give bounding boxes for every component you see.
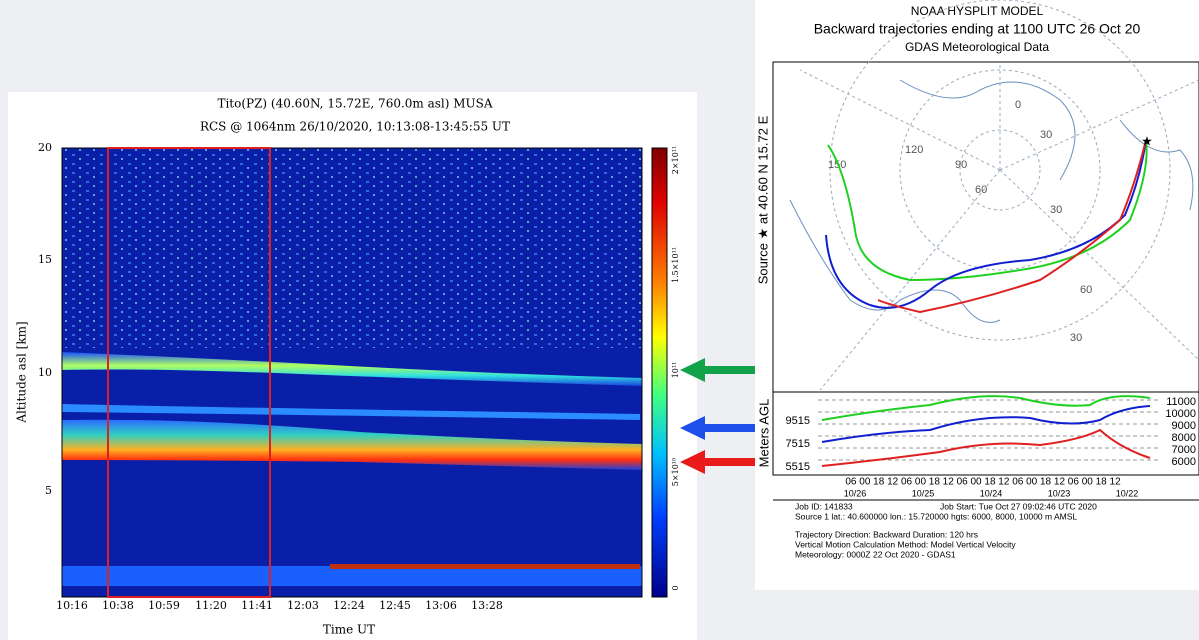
date-label: 10/24 [980, 488, 1003, 498]
y-tick-label: 15 [38, 253, 52, 266]
arrows [680, 358, 755, 474]
graticule [799, 0, 1199, 391]
x-tick-label: 13:28 [471, 599, 503, 612]
height-tick: 6000 [1172, 456, 1196, 468]
start-height: 5515 [786, 461, 810, 473]
height-tick: 7000 [1172, 444, 1196, 456]
map-label: 60 [1080, 284, 1092, 296]
height-tick: 11000 [1166, 396, 1196, 408]
noise [62, 148, 642, 348]
x-tick-label: 10:16 [56, 599, 88, 612]
hysplit-data-source: GDAS Meteorological Data [905, 40, 1049, 54]
panel-bg [755, 0, 1199, 590]
map-label: 90 [955, 159, 967, 171]
aerosol-layer [62, 404, 640, 420]
height-tick: 9000 [1172, 420, 1196, 432]
x-tick-label: 10:59 [148, 599, 180, 612]
x-tick-label: 12:45 [379, 599, 411, 612]
x-tick-label: 13:06 [425, 599, 457, 612]
start-height: 7515 [786, 438, 810, 450]
trajectory-6000m [877, 139, 1147, 314]
lidar-subtitle: RCS @ 1064nm 26/10/2020, 10:13:08-13:45:… [200, 120, 510, 134]
info-line: Vertical Motion Calculation Method: Mode… [795, 539, 1016, 549]
lidar-title: Tito(PZ) (40.60N, 15.72E, 760.0m asl) MU… [217, 97, 492, 111]
date-label: 10/23 [1048, 488, 1071, 498]
plot-frame [61, 147, 643, 598]
map-frame [772, 61, 1199, 476]
map-label: 30 [1040, 129, 1052, 141]
hysplit-title: NOAA HYSPLIT MODEL [911, 4, 1044, 18]
x-tick-label: 12:24 [333, 599, 365, 612]
coastlines [789, 79, 1194, 323]
lidar-panel: Tito(PZ) (40.60N, 15.72E, 760.0m asl) MU… [8, 92, 697, 640]
time-ticks: 06 00 18 12 06 00 18 12 06 00 18 12 06 0… [845, 477, 1121, 488]
info-line: Job ID: 141833 [795, 501, 853, 511]
colorbar-label: 10¹¹ [671, 362, 680, 379]
map-label: 120 [905, 144, 923, 156]
date-label: 10/22 [1116, 488, 1139, 498]
x-tick-label: 10:38 [102, 599, 134, 612]
date-label: 10/26 [844, 488, 867, 498]
colorbar-label: 2×10¹¹ [671, 146, 680, 174]
map-label: 30 [1050, 204, 1062, 216]
selection-box [107, 147, 271, 598]
colorbar-label: 1.5×10¹¹ [671, 247, 680, 283]
map-label: 150 [828, 159, 846, 171]
height-tick: 10000 [1165, 408, 1196, 420]
y-tick-label: 5 [45, 484, 52, 497]
height-tick: 8000 [1172, 432, 1196, 444]
x-tick-label: 11:41 [241, 599, 273, 612]
trajectory-10000m [827, 139, 1148, 282]
source-star: ★ [1141, 133, 1153, 148]
arrow-green [680, 358, 755, 382]
x-axis-label: Time UT [323, 623, 375, 637]
height-axis-label: Meters AGL [756, 399, 771, 468]
info-line: Meteorology: 0000Z 22 Oct 2020 - GDAS1 [795, 549, 956, 559]
source-label: Source ★ at 40.60 N 15.72 E [755, 115, 770, 284]
boundary-layer [330, 564, 640, 569]
arrow-red [680, 450, 755, 474]
trajectory-8000m [825, 139, 1147, 309]
info-line: Job Start: Tue Oct 27 09:02:46 UTC 2020 [940, 501, 1097, 511]
colorbar-label: 0 [671, 585, 680, 590]
colorbar [651, 147, 668, 598]
aerosol-layer [62, 352, 642, 386]
y-axis-label: Altitude asl [km] [15, 321, 29, 423]
height-profiles [821, 395, 1151, 467]
map-label: 60 [975, 184, 987, 196]
y-tick-label: 20 [38, 141, 52, 154]
hysplit-subtitle: Backward trajectories ending at 1100 UTC… [814, 21, 1141, 37]
boundary-layer [62, 566, 642, 586]
y-tick-label: 10 [38, 366, 52, 379]
map-label: 0 [1015, 99, 1021, 111]
x-tick-label: 12:03 [287, 599, 319, 612]
info-line: Source 1 lat.: 40.600000 lon.: 15.720000… [795, 511, 1077, 521]
trajectories [825, 139, 1148, 314]
x-tick-label: 11:20 [195, 599, 227, 612]
info-line: Trajectory Direction: Backward Duration:… [795, 529, 978, 539]
map-label: 30 [1070, 332, 1082, 344]
colorbar-label: 5×10¹⁰ [671, 458, 680, 486]
start-height: 9515 [786, 415, 810, 427]
arrow-blue [680, 416, 755, 440]
hysplit-panel: NOAA HYSPLIT MODEL Backward trajectories… [755, 0, 1199, 590]
date-label: 10/25 [912, 488, 935, 498]
aerosol-layer [62, 419, 642, 470]
